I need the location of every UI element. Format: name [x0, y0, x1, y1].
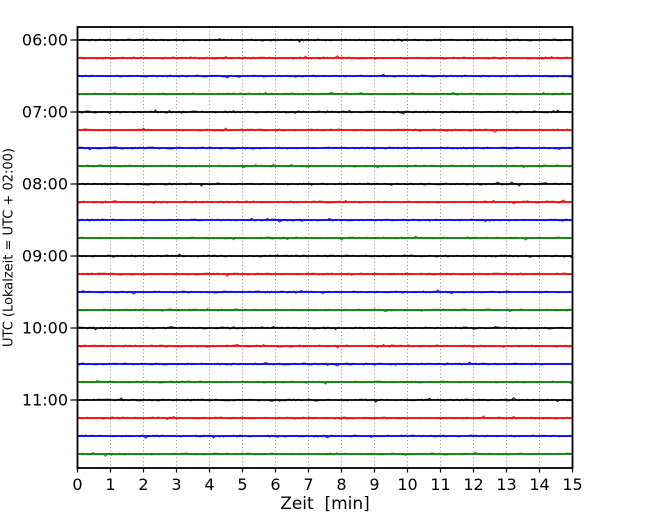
hour-tick-label: 08:00	[22, 175, 68, 194]
seismic-trace-noise	[77, 415, 572, 421]
seismic-trace-noise	[77, 181, 572, 187]
x-tick-label: 7	[303, 475, 313, 494]
seismic-trace-noise	[77, 379, 572, 385]
seismic-trace-noise	[77, 91, 572, 96]
x-tick-label: 5	[237, 475, 247, 494]
seismic-trace-noise	[77, 343, 572, 349]
hour-tick-label: 10:00	[22, 319, 68, 338]
seismic-trace-noise	[77, 272, 572, 277]
plot-frame	[76, 26, 574, 469]
seismic-trace-noise	[77, 434, 572, 439]
seismic-trace-noise	[77, 217, 572, 223]
x-tick-label: 10	[397, 475, 417, 494]
x-tick-label: 1	[105, 475, 115, 494]
seismic-trace-noise	[77, 361, 572, 367]
seismic-trace-noise	[77, 325, 572, 331]
seismic-trace-noise	[77, 308, 572, 313]
seismic-trace-noise	[77, 73, 572, 79]
seismic-trace-noise	[77, 38, 572, 43]
x-tick-label: 8	[336, 475, 346, 494]
hour-tick-label: 06:00	[22, 31, 68, 50]
x-tick-label: 0	[72, 475, 82, 494]
hour-tick-label: 11:00	[22, 391, 68, 410]
x-tick-label: 12	[463, 475, 483, 494]
seismic-trace-noise	[77, 163, 572, 169]
x-tick-label: 9	[369, 475, 379, 494]
seismic-trace-noise	[77, 146, 572, 151]
hour-tick-label: 07:00	[22, 103, 68, 122]
y-axis-label: UTC (Lokalzeit = UTC + 02:00)	[1, 148, 17, 347]
x-tick-label: 13	[496, 475, 516, 494]
seismic-trace-noise	[77, 235, 572, 241]
seismic-trace-noise	[77, 109, 572, 115]
x-tick-label: 6	[270, 475, 280, 494]
x-axis-label: Zeit [min]	[280, 494, 370, 514]
seismic-trace-noise	[77, 451, 572, 457]
x-tick-label: 2	[138, 475, 148, 494]
seismic-trace-noise	[77, 127, 572, 133]
seismic-trace-noise	[77, 397, 572, 403]
x-tick-label: 15	[562, 475, 582, 494]
x-tick-label: 4	[204, 475, 214, 494]
seismic-trace-noise	[77, 55, 572, 60]
seismic-trace-noise	[77, 289, 572, 295]
x-tick-label: 3	[171, 475, 181, 494]
x-tick-label: 11	[430, 475, 450, 494]
hour-tick-label: 09:00	[22, 247, 68, 266]
x-tick-label: 14	[529, 475, 549, 494]
seismic-trace-noise	[77, 199, 572, 205]
seismic-trace-noise	[77, 253, 572, 259]
